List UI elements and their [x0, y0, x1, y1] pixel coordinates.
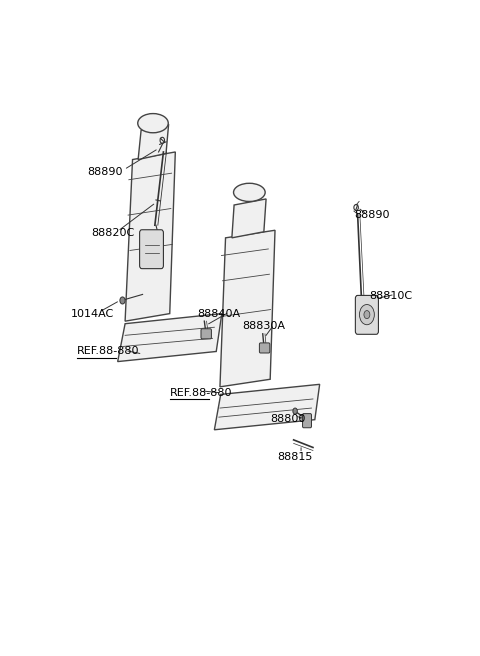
Ellipse shape: [234, 183, 265, 201]
Polygon shape: [125, 152, 175, 321]
Text: 1014AC: 1014AC: [71, 308, 114, 319]
FancyBboxPatch shape: [201, 329, 211, 339]
FancyBboxPatch shape: [302, 414, 312, 428]
Text: REF.88-880: REF.88-880: [77, 346, 139, 356]
Circle shape: [293, 408, 297, 414]
Polygon shape: [138, 124, 168, 159]
Text: REF.88-880: REF.88-880: [170, 388, 232, 398]
Text: 88810C: 88810C: [369, 291, 412, 301]
Ellipse shape: [138, 113, 168, 133]
Text: 88815: 88815: [277, 451, 313, 462]
Text: 88820C: 88820C: [92, 228, 135, 237]
Polygon shape: [232, 199, 266, 238]
Text: 88830A: 88830A: [242, 321, 285, 331]
Text: 88890: 88890: [354, 210, 389, 220]
Text: 88800: 88800: [270, 414, 306, 424]
Polygon shape: [220, 230, 275, 387]
FancyBboxPatch shape: [355, 295, 378, 335]
Polygon shape: [118, 314, 222, 361]
FancyBboxPatch shape: [259, 343, 270, 353]
Circle shape: [120, 297, 125, 304]
Text: 88890: 88890: [88, 167, 123, 177]
Circle shape: [360, 304, 374, 325]
Text: 88840A: 88840A: [198, 308, 241, 319]
Polygon shape: [215, 384, 320, 430]
Circle shape: [364, 310, 370, 319]
FancyBboxPatch shape: [140, 230, 163, 269]
